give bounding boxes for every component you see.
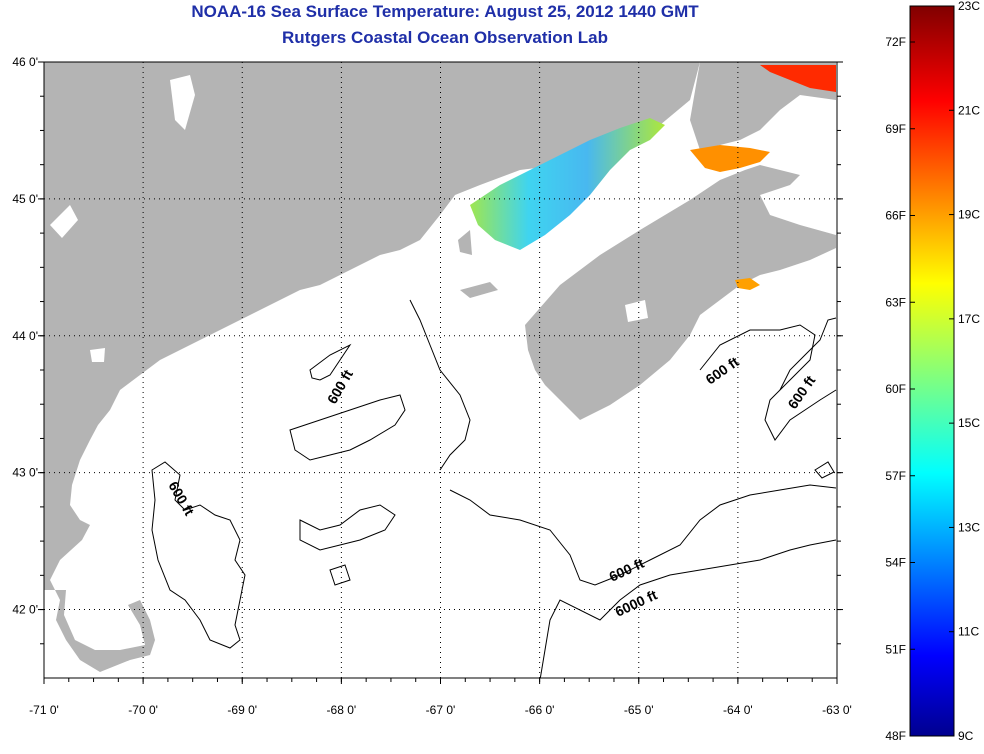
lat-tick-label: 44 0' [12, 329, 38, 343]
contour-600ft-scotian-shelf [699, 324, 837, 441]
colorbar-c-label: 19C [958, 208, 980, 222]
lon-tick-label: -65 0' [624, 703, 654, 717]
colorbar-celsius-labels: 23C 21C 19C 17C 15C 13C 11C 9C [949, 0, 980, 743]
contour-ridge [409, 299, 471, 471]
sst-warm-patch-east [735, 278, 760, 290]
colorbar-f-label: 72F [885, 35, 906, 49]
lat-tick-label: 42 0' [12, 603, 38, 617]
contour-small-loop [329, 564, 351, 586]
lake [170, 75, 195, 130]
lon-tick-label: -68 0' [327, 703, 357, 717]
colorbar [909, 5, 955, 737]
lon-tick-label: -64 0' [723, 703, 753, 717]
longitude-labels: -71 0' -70 0' -69 0' -68 0' -67 0' -66 0' -65 … [29, 678, 852, 717]
lat-tick-label: 45 0' [12, 192, 38, 206]
map-subtitle: Rutgers Coastal Ocean Observation Lab [282, 28, 608, 47]
contour-600ft-central [289, 343, 406, 461]
lon-tick-label: -66 0' [525, 703, 555, 717]
sst-bay-of-fundy [470, 118, 665, 250]
lon-tick-label: -63 0' [822, 703, 852, 717]
colorbar-f-label: 51F [885, 642, 906, 656]
lon-tick-label: -71 0' [29, 703, 59, 717]
contour-600ft-gulf-of-maine [151, 461, 246, 649]
colorbar-f-label: 48F [885, 729, 906, 743]
land-nova-scotia [525, 165, 836, 420]
lat-tick-label: 43 0' [12, 466, 38, 480]
contour-600ft-gulf [449, 484, 837, 586]
land-new-england [44, 62, 836, 672]
colorbar-f-label: 57F [885, 469, 906, 483]
colorbar-fahrenheit-labels: 72F 69F 66F 63F 60F 57F 54F 51F 48F [885, 35, 915, 743]
land-new-brunswick [690, 62, 836, 150]
colorbar-f-label: 66F [885, 209, 906, 223]
lake [625, 300, 648, 322]
colorbar-c-label: 23C [958, 0, 980, 13]
latitude-labels: 46 0' 45 0' 44 0' 43 0' 42 0' [12, 55, 843, 645]
colorbar-c-label: 21C [958, 103, 980, 117]
colorbar-f-label: 63F [885, 295, 906, 309]
island [460, 282, 498, 298]
colorbar-f-label: 54F [885, 556, 906, 570]
lake [90, 348, 105, 362]
lon-tick-label: -70 0' [128, 703, 158, 717]
lake [50, 205, 78, 238]
contour-east-knoll [814, 461, 835, 479]
colorbar-c-label: 17C [958, 312, 980, 326]
island [458, 230, 472, 255]
colorbar-c-label: 9C [958, 729, 974, 743]
contour-6000ft [539, 539, 837, 678]
graticule [44, 62, 837, 678]
colorbar-c-label: 15C [958, 416, 980, 430]
colorbar-f-label: 60F [885, 382, 906, 396]
colorbar-c-label: 13C [958, 520, 980, 534]
sst-minas-basin [690, 145, 770, 172]
sst-warm-patch-north [760, 65, 836, 92]
contour-misc [299, 504, 396, 551]
map-title: NOAA-16 Sea Surface Temperature: August … [191, 2, 699, 21]
lat-tick-label: 46 0' [12, 55, 38, 69]
contour-600ft-east [779, 317, 837, 391]
colorbar-c-label: 11C [958, 625, 979, 639]
lon-tick-label: -69 0' [227, 703, 257, 717]
colorbar-f-label: 69F [885, 122, 906, 136]
lon-tick-label: -67 0' [426, 703, 456, 717]
bathymetry-contours [151, 299, 837, 678]
